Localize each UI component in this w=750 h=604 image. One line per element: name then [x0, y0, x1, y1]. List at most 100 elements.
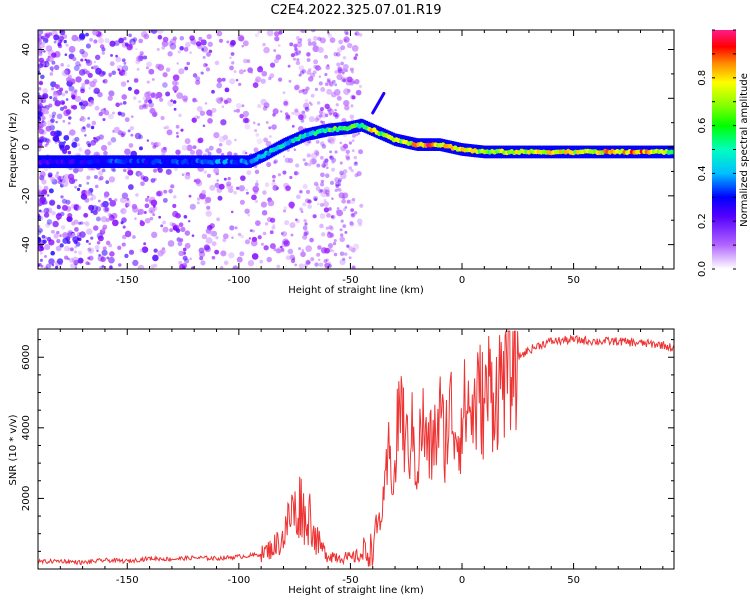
noise-speckle: [121, 192, 129, 199]
noise-speckle: [218, 136, 226, 143]
noise-speckle: [206, 205, 211, 210]
noise-speckle: [143, 104, 147, 108]
noise-speckle: [51, 60, 56, 65]
noise-speckle: [331, 136, 336, 142]
noise-speckle: [125, 175, 130, 180]
noise-speckle: [87, 117, 91, 120]
noise-speckle: [59, 243, 64, 248]
noise-speckle: [269, 73, 275, 79]
noise-speckle: [304, 98, 309, 103]
noise-speckle: [252, 185, 260, 193]
noise-speckle: [343, 143, 349, 149]
noise-speckle: [223, 177, 227, 181]
noise-speckle: [93, 175, 98, 180]
noise-speckle: [316, 163, 321, 168]
noise-speckle: [79, 231, 86, 238]
noise-speckle: [304, 106, 309, 111]
noise-speckle: [76, 237, 80, 241]
noise-speckle: [196, 115, 200, 120]
noise-speckle: [218, 142, 223, 147]
noise-speckle: [205, 210, 212, 217]
noise-speckle: [209, 114, 213, 117]
noise-speckle: [289, 42, 294, 47]
noise-speckle: [324, 113, 329, 118]
spectrogram-y-tick-label: -40: [21, 236, 32, 252]
noise-speckle: [45, 45, 53, 52]
noise-speckle: [342, 169, 348, 174]
noise-speckle: [40, 74, 45, 80]
noise-speckle: [78, 221, 82, 225]
noise-speckle: [81, 82, 86, 88]
noise-speckle: [262, 106, 268, 111]
noise-speckle: [340, 172, 347, 180]
noise-speckle: [119, 197, 126, 204]
noise-speckle: [328, 248, 333, 253]
noise-speckle: [105, 217, 110, 223]
noise-speckle: [317, 36, 322, 41]
noise-speckle: [211, 241, 217, 247]
noise-speckle: [263, 46, 270, 54]
noise-speckle: [179, 35, 185, 41]
noise-speckle: [316, 252, 321, 257]
noise-speckle: [312, 45, 320, 53]
noise-speckle: [80, 58, 84, 62]
noise-speckle: [82, 221, 86, 225]
noise-speckle: [216, 77, 223, 83]
noise-speckle: [255, 180, 259, 183]
noise-speckle: [342, 257, 346, 261]
noise-speckle: [221, 77, 226, 82]
noise-speckle: [40, 245, 43, 249]
noise-speckle: [340, 61, 344, 66]
noise-speckle: [173, 195, 177, 199]
noise-speckle: [127, 169, 134, 176]
noise-speckle: [48, 258, 55, 265]
noise-speckle: [41, 234, 46, 239]
noise-speckle: [162, 197, 168, 203]
noise-speckle: [354, 79, 360, 85]
noise-speckle: [282, 91, 286, 95]
noise-speckle: [227, 151, 233, 157]
noise-speckle: [177, 241, 183, 247]
noise-speckle: [161, 46, 166, 50]
noise-speckle: [134, 132, 142, 140]
noise-speckle: [302, 158, 306, 162]
noise-speckle: [78, 101, 83, 106]
noise-speckle: [323, 259, 328, 263]
noise-speckle: [56, 204, 60, 208]
noise-speckle: [257, 30, 261, 34]
noise-speckle: [133, 96, 137, 100]
noise-speckle: [314, 198, 318, 202]
noise-speckle: [59, 146, 66, 152]
noise-speckle: [246, 59, 251, 63]
noise-speckle: [289, 222, 296, 229]
noise-speckle: [60, 225, 66, 230]
noise-speckle: [85, 59, 93, 66]
noise-speckle: [318, 81, 323, 86]
noise-speckle: [51, 210, 56, 216]
noise-speckle: [103, 194, 108, 199]
noise-speckle: [50, 250, 55, 256]
noise-speckle: [184, 66, 189, 71]
noise-speckle: [66, 216, 72, 222]
noise-speckle: [156, 30, 164, 34]
noise-speckle: [285, 255, 291, 261]
noise-speckle: [307, 140, 310, 144]
noise-speckle: [273, 49, 277, 53]
noise-speckle: [56, 171, 59, 175]
noise-speckle: [266, 30, 274, 37]
noise-speckle: [310, 30, 316, 33]
noise-speckle: [69, 129, 76, 136]
noise-speckle: [351, 95, 356, 100]
noise-speckle: [214, 182, 220, 188]
noise-speckle: [351, 139, 355, 143]
noise-speckle: [122, 225, 126, 229]
noise-speckle: [226, 181, 232, 187]
noise-speckle: [261, 70, 268, 77]
noise-speckle: [167, 41, 174, 47]
noise-speckle: [82, 100, 89, 107]
noise-speckle: [250, 239, 258, 247]
noise-speckle: [126, 197, 130, 201]
noise-speckle: [195, 149, 203, 156]
noise-speckle: [67, 150, 72, 155]
snr-y-ticks: 2000 4000 6000: [21, 339, 674, 570]
